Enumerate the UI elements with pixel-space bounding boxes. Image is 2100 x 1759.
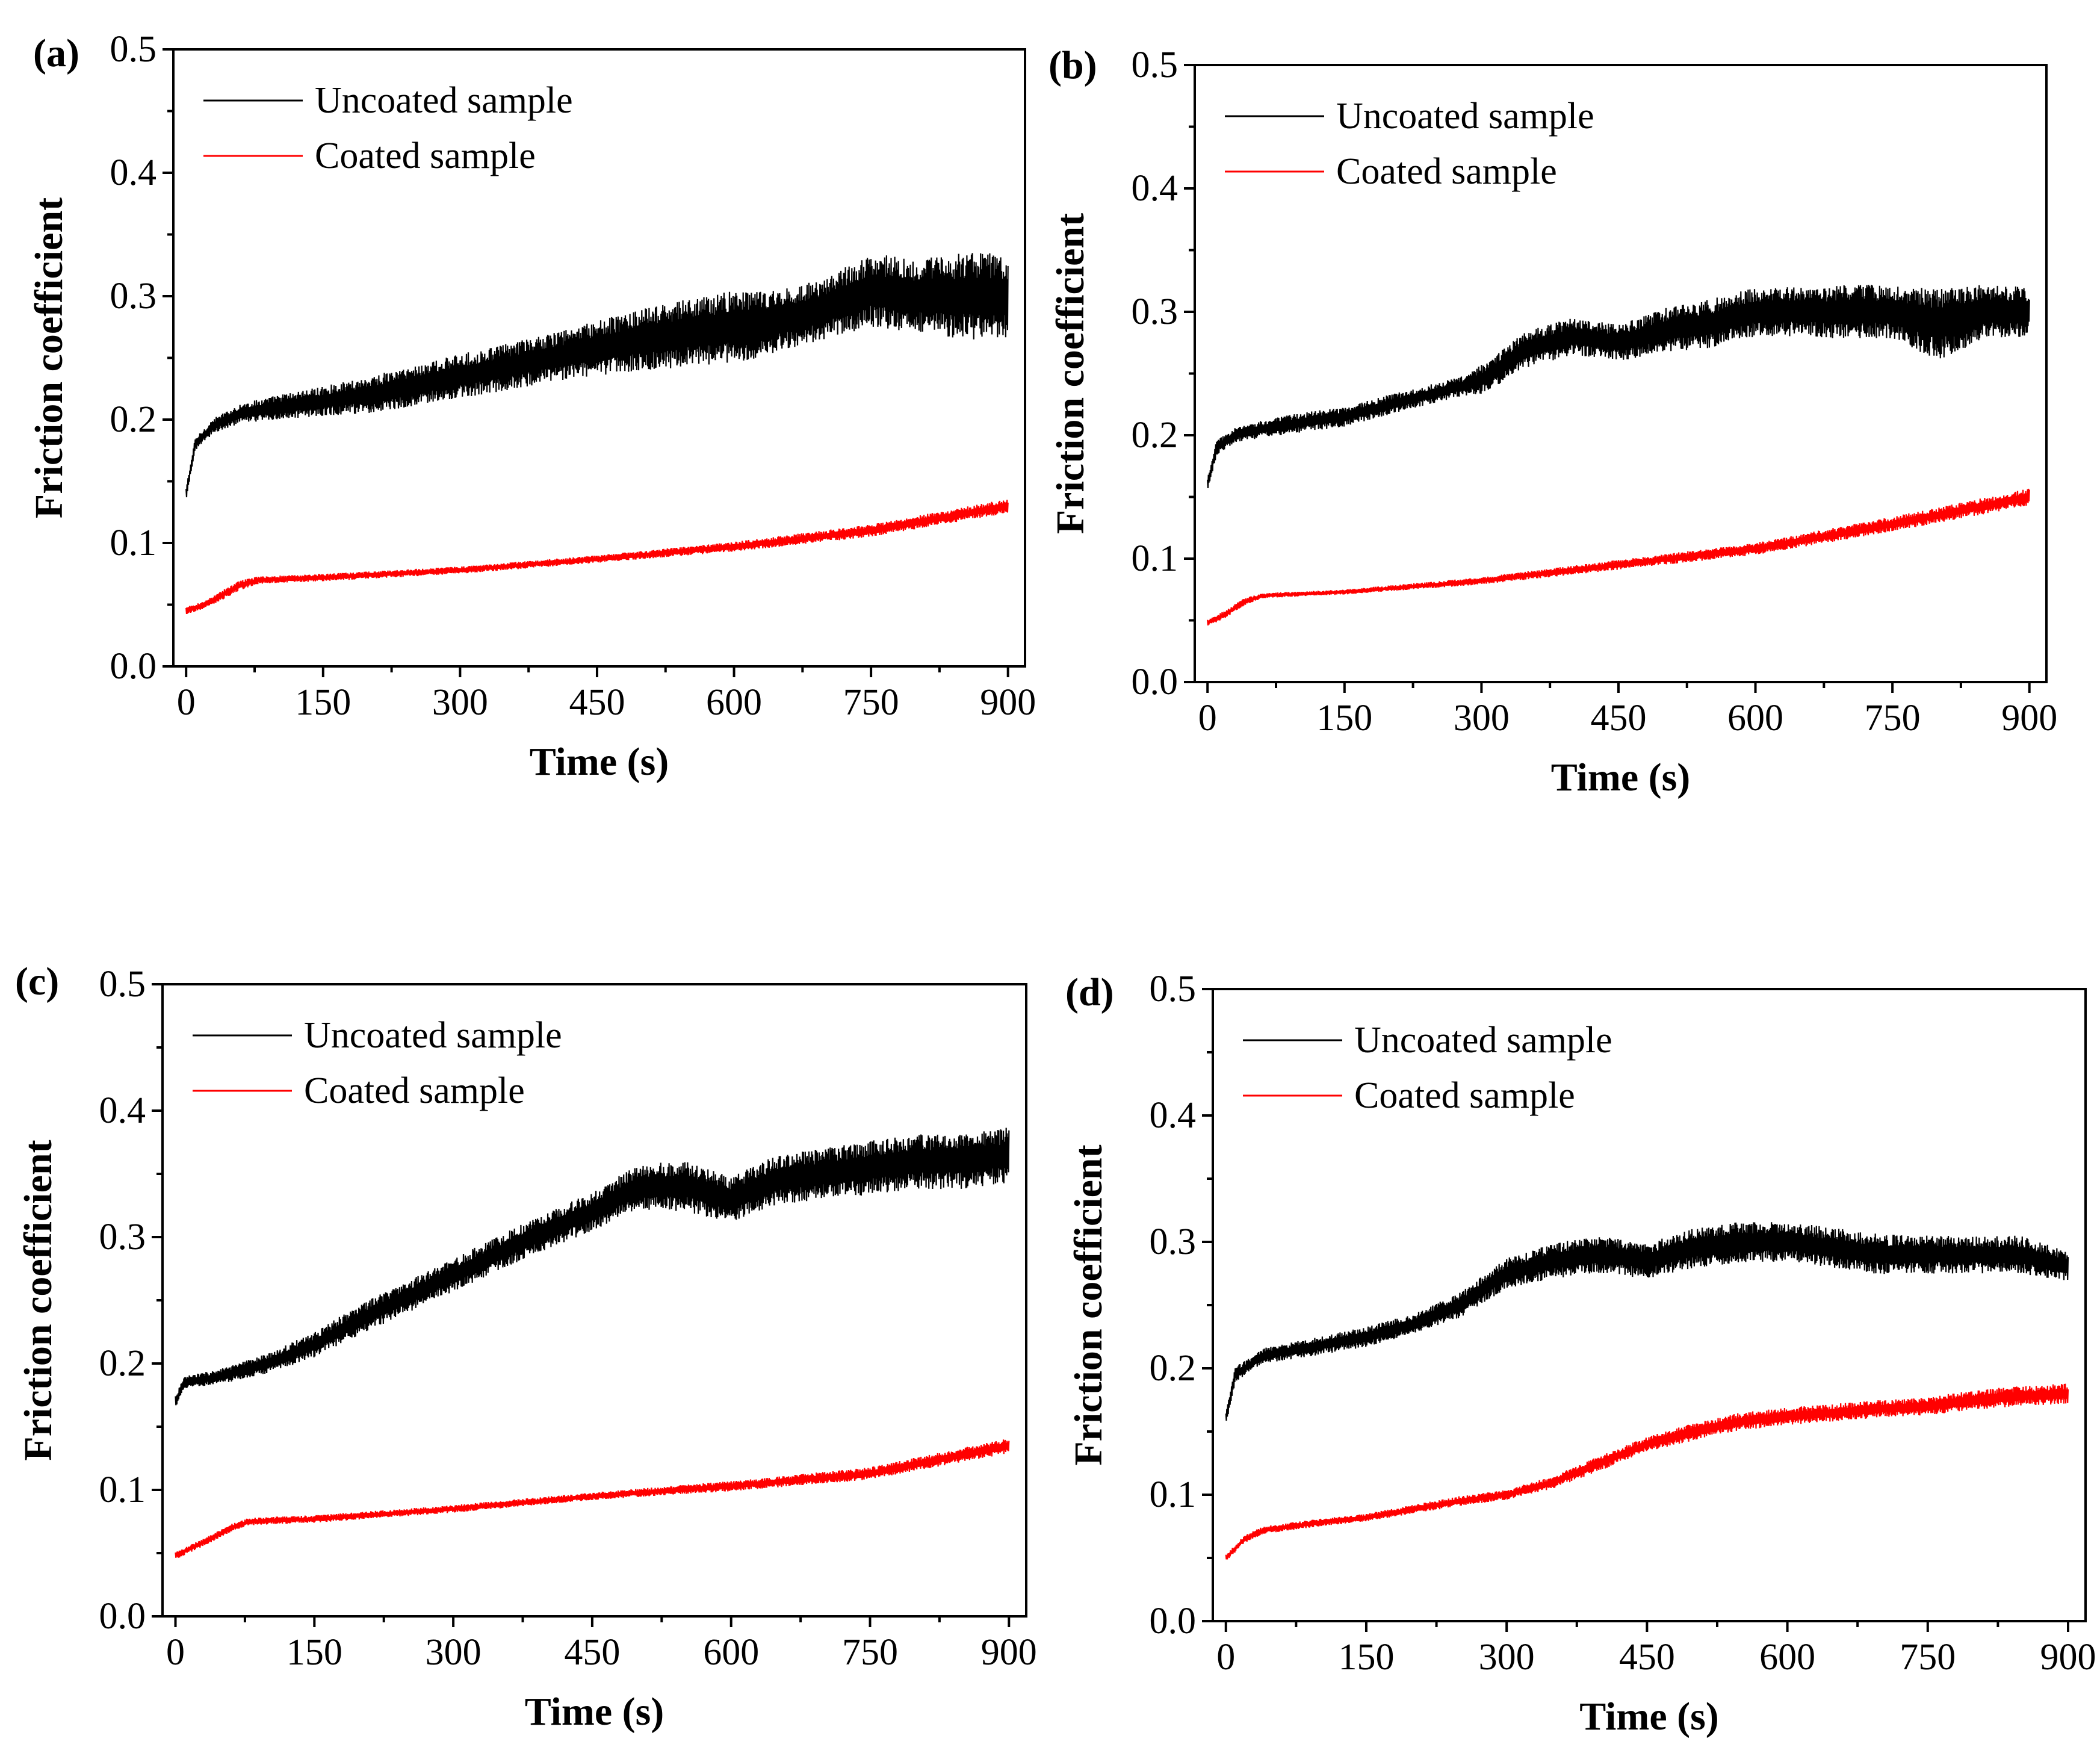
chart-panel-d: 0.0 0.1 0.2 0.3 0.4 0.5 0 150 300 450 600 750 900 Tim… bbox=[1065, 969, 2096, 1739]
x-tick-label: 150 bbox=[295, 682, 351, 723]
y-tick-label: 0.2 bbox=[110, 399, 157, 440]
x-axis-title: Time (s) bbox=[1551, 755, 1691, 799]
x-tick-label: 450 bbox=[564, 1632, 620, 1673]
y-tick-label: 0.5 bbox=[1132, 45, 1179, 85]
x-axis-title: Time (s) bbox=[530, 740, 669, 784]
y-tick-label: 0.1 bbox=[1150, 1474, 1197, 1515]
chart-panel-a: 0.0 0.1 0.2 0.3 0.4 0.5 0 150 300 450 600 750 900 Tim… bbox=[27, 29, 1036, 784]
x-tick-label: 150 bbox=[1338, 1637, 1394, 1678]
x-tick-label: 450 bbox=[569, 682, 625, 723]
x-axis-title: Time (s) bbox=[525, 1690, 664, 1734]
y-tick-label: 0.5 bbox=[110, 29, 157, 70]
series-line-uncoated-sample bbox=[1225, 1222, 2069, 1421]
x-tick-label: 450 bbox=[1619, 1637, 1675, 1678]
legend-entry: Coated sample bbox=[304, 1070, 525, 1111]
chart-panel-c: 0.0 0.1 0.2 0.3 0.4 0.5 0 150 300 450 600 750 900 Tim… bbox=[15, 960, 1037, 1734]
series-line-coated-sample bbox=[175, 1439, 1010, 1558]
y-tick-label: 0.1 bbox=[99, 1469, 146, 1510]
legend-entry: Uncoated sample bbox=[1354, 1020, 1612, 1061]
x-tick-label: 300 bbox=[426, 1632, 482, 1673]
x-tick-label: 900 bbox=[2040, 1637, 2096, 1678]
series-line-uncoated-sample bbox=[185, 253, 1009, 498]
x-tick-label: 600 bbox=[1759, 1637, 1815, 1678]
y-tick-label: 0.3 bbox=[99, 1217, 146, 1258]
legend-entry: Coated sample bbox=[315, 135, 536, 176]
panel-label: (b) bbox=[1048, 43, 1097, 87]
y-axis-title: Friction coefficient bbox=[27, 197, 71, 518]
series-line-uncoated-sample bbox=[175, 1128, 1010, 1406]
legend-entry: Uncoated sample bbox=[304, 1015, 562, 1056]
y-tick-label: 0.4 bbox=[99, 1090, 146, 1131]
panel-label: (c) bbox=[15, 960, 59, 1004]
x-tick-label: 150 bbox=[1316, 698, 1372, 739]
x-tick-label: 0 bbox=[177, 682, 196, 723]
panel-label: (d) bbox=[1065, 970, 1114, 1014]
x-tick-label: 900 bbox=[2001, 698, 2057, 739]
y-tick-label: 0.0 bbox=[99, 1596, 146, 1637]
x-tick-label: 600 bbox=[706, 682, 762, 723]
y-axis-title: Friction coefficient bbox=[1048, 213, 1092, 534]
y-tick-label: 0.5 bbox=[99, 964, 146, 1005]
y-tick-label: 0.2 bbox=[1132, 415, 1179, 456]
y-tick-label: 0.3 bbox=[1150, 1221, 1197, 1262]
x-tick-label: 750 bbox=[1865, 698, 1921, 739]
legend-entry: Uncoated sample bbox=[1336, 96, 1594, 137]
x-tick-label: 750 bbox=[1900, 1637, 1956, 1678]
series-line-coated-sample bbox=[185, 500, 1009, 614]
y-tick-label: 0.0 bbox=[1150, 1601, 1197, 1642]
x-tick-label: 0 bbox=[1216, 1637, 1235, 1678]
y-tick-label: 0.3 bbox=[110, 276, 157, 317]
x-tick-label: 450 bbox=[1590, 698, 1646, 739]
legend-entry: Coated sample bbox=[1336, 151, 1557, 192]
x-tick-label: 0 bbox=[166, 1632, 185, 1673]
x-tick-label: 750 bbox=[842, 1632, 898, 1673]
x-tick-label: 900 bbox=[981, 1632, 1037, 1673]
x-tick-label: 300 bbox=[1479, 1637, 1535, 1678]
x-tick-label: 600 bbox=[703, 1632, 759, 1673]
x-tick-label: 750 bbox=[843, 682, 899, 723]
panel-label: (a) bbox=[33, 31, 79, 75]
series-line-uncoated-sample bbox=[1207, 285, 2030, 488]
x-tick-label: 900 bbox=[980, 682, 1036, 723]
series-line-coated-sample bbox=[1225, 1383, 2069, 1560]
series-line-coated-sample bbox=[1207, 488, 2030, 625]
y-tick-label: 0.0 bbox=[1132, 662, 1179, 703]
legend-entry: Coated sample bbox=[1354, 1075, 1575, 1116]
y-tick-label: 0.1 bbox=[110, 523, 157, 563]
x-tick-label: 300 bbox=[432, 682, 488, 723]
x-tick-label: 150 bbox=[287, 1632, 342, 1673]
x-axis-title: Time (s) bbox=[1579, 1695, 1719, 1739]
x-tick-label: 0 bbox=[1198, 698, 1217, 739]
x-tick-label: 600 bbox=[1727, 698, 1783, 739]
chart-panel-b: 0.0 0.1 0.2 0.3 0.4 0.5 0 150 300 450 600 750 900 Tim… bbox=[1048, 43, 2057, 799]
y-tick-label: 0.1 bbox=[1132, 538, 1179, 579]
y-tick-label: 0.4 bbox=[110, 152, 157, 193]
y-tick-label: 0.4 bbox=[1150, 1095, 1197, 1136]
y-tick-label: 0.2 bbox=[99, 1343, 146, 1384]
legend-entry: Uncoated sample bbox=[315, 80, 573, 121]
y-tick-label: 0.0 bbox=[110, 646, 157, 687]
y-tick-label: 0.2 bbox=[1150, 1348, 1197, 1389]
x-tick-label: 300 bbox=[1454, 698, 1510, 739]
y-tick-label: 0.4 bbox=[1132, 168, 1179, 209]
y-axis-title: Friction coefficient bbox=[1067, 1144, 1110, 1465]
y-tick-label: 0.5 bbox=[1150, 969, 1197, 1010]
y-axis-title: Friction coefficient bbox=[16, 1140, 60, 1460]
y-tick-label: 0.3 bbox=[1132, 291, 1179, 332]
